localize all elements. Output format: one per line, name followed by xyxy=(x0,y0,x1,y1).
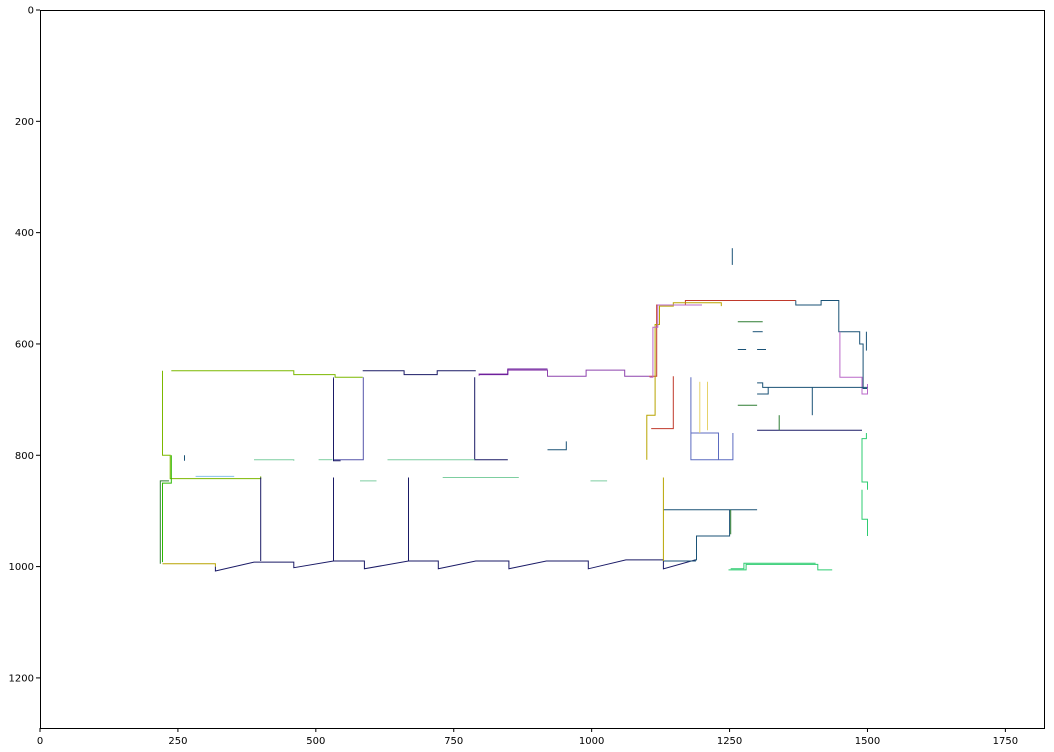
wall-segment xyxy=(757,382,868,388)
wall-segment xyxy=(646,302,722,460)
wall-segment xyxy=(362,370,476,376)
x-tick-label: 1500 xyxy=(855,736,880,747)
y-tick-label: 200 xyxy=(15,117,34,128)
x-tick-label: 1250 xyxy=(717,736,742,747)
wall-segment xyxy=(171,370,363,378)
wall-segment xyxy=(547,441,567,451)
wall-segment xyxy=(333,378,341,462)
wall-segment xyxy=(214,559,696,572)
wall-segment xyxy=(474,377,508,461)
y-tick-label: 1200 xyxy=(9,673,34,684)
wall-segment xyxy=(861,489,868,536)
wall-segment xyxy=(690,432,719,460)
x-tick-label: 1750 xyxy=(993,736,1018,747)
y-tick-label: 600 xyxy=(15,339,34,350)
x-tick-label: 500 xyxy=(306,736,325,747)
wall-segment xyxy=(479,368,548,376)
wall-segment xyxy=(333,377,364,461)
wall-segment xyxy=(663,509,731,562)
wall-segment xyxy=(757,387,769,395)
x-tick-label: 250 xyxy=(168,736,187,747)
x-tick-label: 750 xyxy=(444,736,463,747)
wall-segment xyxy=(159,480,170,564)
wall-segment xyxy=(839,331,868,395)
wall-segment xyxy=(649,300,796,377)
wall-segment xyxy=(162,455,172,563)
wall-segment xyxy=(254,459,295,461)
y-tick-label: 800 xyxy=(15,451,34,462)
x-tick-label: 1000 xyxy=(579,736,604,747)
y-tick-label: 400 xyxy=(15,228,34,239)
x-tick-label: 0 xyxy=(37,736,43,747)
wall-segment xyxy=(649,304,702,378)
wall-segment xyxy=(651,376,674,430)
wall-segment xyxy=(728,563,833,571)
plot-area xyxy=(159,248,868,572)
wall-segment xyxy=(690,377,734,461)
wall-segment xyxy=(730,562,816,570)
y-tick-label: 1000 xyxy=(9,562,34,573)
wall-segment xyxy=(795,300,868,389)
wall-segment xyxy=(861,433,868,490)
axes: 0 250 500 750 1000 1250 1500 1750 0 200 400 600 800 1… xyxy=(9,6,1045,747)
plot-frame xyxy=(40,10,1045,729)
wall-segment xyxy=(162,563,216,567)
y-tick-label: 0 xyxy=(28,6,34,17)
wall-segment xyxy=(162,370,262,480)
wall-segment xyxy=(478,369,649,377)
